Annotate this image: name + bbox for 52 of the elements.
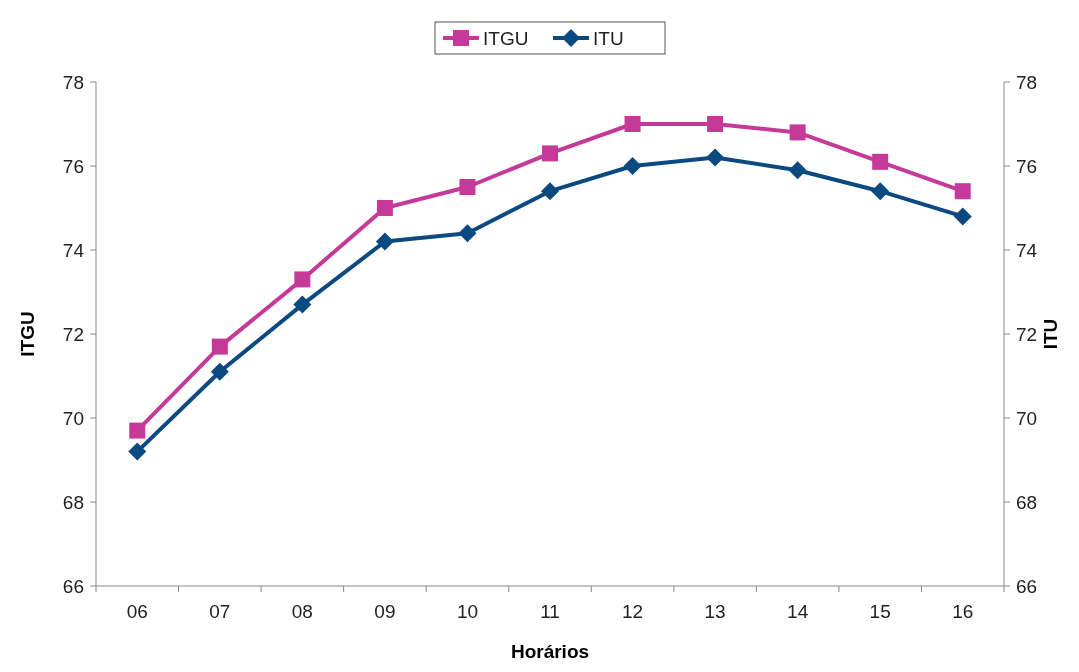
point: [872, 153, 889, 170]
y-tick-label: 66: [62, 575, 84, 597]
point: [789, 124, 806, 141]
point: [459, 179, 476, 195]
point: [211, 338, 228, 355]
point: [953, 207, 972, 226]
x-tick-label: 07: [209, 601, 231, 622]
y2-tick-label: 66: [1016, 575, 1038, 597]
x-tick-label: 11: [540, 601, 560, 622]
x-tick-label: 10: [456, 601, 479, 622]
y2-tick-label: 72: [1016, 323, 1038, 345]
point: [294, 271, 311, 288]
point: [623, 157, 642, 175]
y-tick-label: 70: [62, 407, 84, 429]
point: [128, 442, 147, 461]
y-tick-label: 78: [62, 71, 84, 93]
point: [375, 232, 394, 251]
point: [210, 362, 229, 381]
x-axis-title: Horários: [510, 641, 590, 662]
point: [542, 145, 558, 162]
point: [541, 182, 559, 201]
point: [458, 224, 477, 243]
y2-tick-label: 70: [1016, 407, 1038, 429]
y2-tick-label: 76: [1016, 155, 1038, 177]
point: [707, 116, 724, 132]
point: [376, 200, 393, 216]
x-tick-label: 13: [704, 601, 726, 622]
point: [129, 422, 146, 439]
y2-tick-label: 68: [1016, 491, 1038, 513]
y-tick-label: 72: [62, 323, 84, 345]
point: [871, 182, 890, 201]
x-tick-label: 09: [374, 601, 396, 622]
x-tick-label: 16: [952, 601, 974, 622]
y-tick-label: 68: [62, 491, 84, 513]
legend-label: ITGU: [483, 27, 529, 49]
point: [293, 295, 312, 314]
point: [954, 183, 971, 200]
x-tick-label: 15: [869, 601, 891, 622]
y2-tick-label: 74: [1016, 239, 1038, 261]
point: [624, 116, 641, 132]
point: [788, 161, 807, 180]
y2-tick-label: 78: [1016, 71, 1038, 93]
point: [706, 148, 725, 167]
x-tick-label: 08: [291, 601, 313, 622]
y-tick-label: 76: [62, 155, 84, 177]
x-tick-label: 06: [126, 601, 148, 622]
x-tick-label: 12: [621, 601, 644, 622]
y-axis-title: ITGU: [17, 311, 38, 357]
legend-label: ITU: [593, 27, 624, 49]
y2-axis-title: ITU: [1040, 318, 1061, 350]
y-tick-label: 74: [62, 239, 85, 261]
x-tick-label: 14: [787, 601, 809, 622]
